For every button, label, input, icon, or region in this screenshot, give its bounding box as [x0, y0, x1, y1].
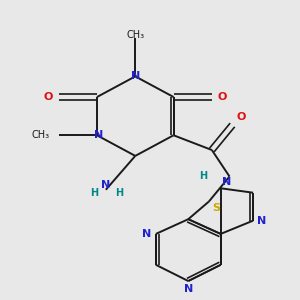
- Text: CH₃: CH₃: [126, 30, 144, 40]
- Text: O: O: [218, 92, 227, 102]
- Text: N: N: [142, 229, 152, 239]
- Text: S: S: [212, 203, 220, 213]
- Text: N: N: [184, 284, 193, 294]
- Text: O: O: [44, 92, 53, 102]
- Text: CH₃: CH₃: [32, 130, 50, 140]
- Text: N: N: [131, 71, 140, 81]
- Text: H: H: [90, 188, 98, 198]
- Text: N: N: [222, 177, 231, 187]
- Text: N: N: [257, 216, 267, 226]
- Text: O: O: [237, 112, 246, 122]
- Text: N: N: [101, 180, 110, 190]
- Text: H: H: [199, 171, 207, 181]
- Text: H: H: [115, 188, 123, 198]
- Text: N: N: [94, 130, 103, 140]
